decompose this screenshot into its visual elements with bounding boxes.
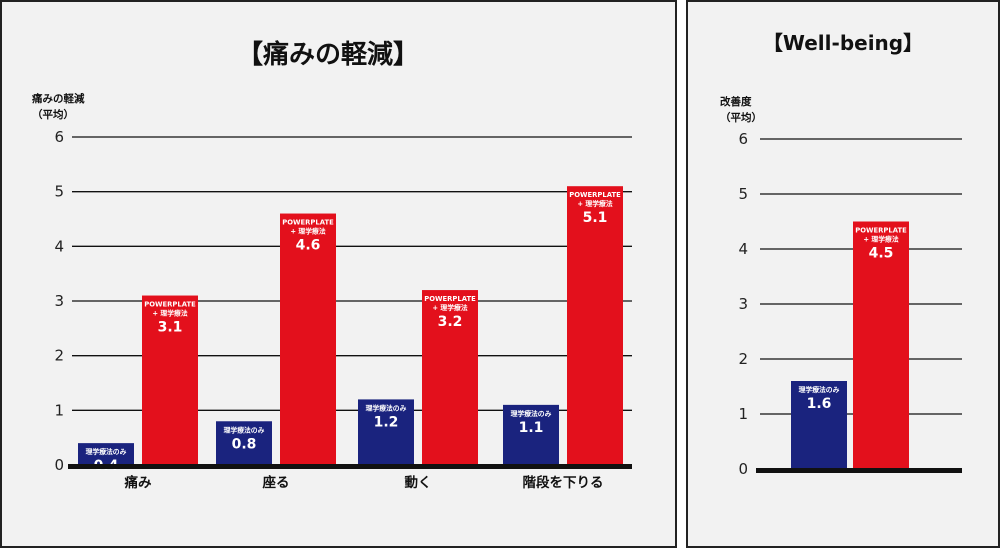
bar-powerplate-physio bbox=[422, 290, 478, 465]
pain-reduction-panel: 【痛みの軽減】痛みの軽減（平均）0123456理学療法のみ0.4POWERPLA… bbox=[0, 0, 677, 548]
bar-series-label: 理学療法のみ bbox=[511, 409, 552, 418]
y-axis-label: （平均） bbox=[720, 111, 762, 124]
bar-value-label: 3.1 bbox=[158, 320, 183, 336]
y-tick-label: 3 bbox=[738, 295, 748, 313]
bar-physio-only bbox=[78, 443, 134, 465]
bar-series-label: POWERPLATE bbox=[144, 301, 196, 309]
chart-title: 【Well-being】 bbox=[763, 31, 923, 55]
bar-physio-only bbox=[503, 404, 559, 465]
y-tick-label: 0 bbox=[738, 460, 748, 478]
x-axis-baseline bbox=[68, 464, 632, 469]
y-axis-label: 痛みの軽減 bbox=[31, 92, 85, 105]
y-tick-label: 2 bbox=[54, 347, 64, 365]
bar-series-label: 理学療法のみ bbox=[224, 425, 265, 434]
bar-physio-only bbox=[358, 399, 414, 465]
y-tick-label: 0 bbox=[54, 456, 64, 474]
bar-value-label: 4.6 bbox=[296, 238, 321, 254]
bar-value-label: 1.6 bbox=[807, 396, 832, 412]
bar-series-label: + 理学療法 bbox=[152, 309, 187, 318]
bar-physio-only bbox=[216, 421, 272, 465]
y-tick-label: 1 bbox=[54, 401, 64, 419]
y-axis-label: 改善度 bbox=[720, 95, 752, 108]
pain-reduction-chart: 【痛みの軽減】痛みの軽減（平均）0123456理学療法のみ0.4POWERPLA… bbox=[31, 39, 632, 491]
y-tick-label: 4 bbox=[738, 240, 748, 258]
x-category-label: 階段を下りる bbox=[523, 474, 604, 491]
chart-title: 【痛みの軽減】 bbox=[237, 39, 419, 70]
bar-series-label: + 理学療法 bbox=[577, 199, 612, 208]
wellbeing-panel: 【Well-being】改善度 （平均） 0 1 2 3 4 5 6 理学療法のみ 1.6 POWER… bbox=[686, 0, 1000, 548]
y-axis-label: （平均） bbox=[32, 108, 74, 121]
x-axis-baseline bbox=[756, 468, 962, 473]
y-tick-label: 6 bbox=[54, 128, 64, 146]
bar-series-label: + 理学療法 bbox=[432, 303, 467, 312]
y-tick-label: 2 bbox=[738, 350, 748, 368]
bar-series-label: + 理学療法 bbox=[290, 227, 325, 236]
bar-value-label: 1.2 bbox=[374, 414, 399, 430]
bar-series-label: POWERPLATE bbox=[282, 219, 334, 227]
bar-powerplate-physio bbox=[567, 186, 623, 465]
x-category-label: 座る bbox=[263, 474, 290, 491]
bar-series-label: 理学療法のみ bbox=[366, 403, 407, 412]
y-tick-label: 4 bbox=[54, 237, 64, 255]
bar-series-label: POWERPLATE bbox=[424, 295, 476, 303]
bar-physio-only bbox=[791, 381, 847, 469]
bar-value-label: 5.1 bbox=[583, 210, 608, 226]
y-tick-label: 5 bbox=[738, 185, 748, 203]
bar-series-label: 理学療法のみ bbox=[799, 385, 840, 394]
bar-value-label: 4.5 bbox=[869, 246, 894, 262]
bar-powerplate-physio bbox=[280, 213, 336, 465]
y-tick-label: 5 bbox=[54, 183, 64, 201]
y-tick-label: 3 bbox=[54, 292, 64, 310]
bar-value-label: 3.2 bbox=[438, 314, 463, 330]
x-category-label: 動く bbox=[405, 474, 432, 491]
bar-powerplate-physio bbox=[142, 295, 198, 465]
x-category-label: 痛み bbox=[124, 474, 152, 491]
bar-series-label: 理学療法のみ bbox=[86, 447, 127, 456]
bar-value-label: 1.1 bbox=[519, 420, 544, 436]
bar-series-label: + 理学療法 bbox=[863, 235, 898, 244]
y-tick-label: 6 bbox=[738, 130, 748, 148]
wellbeing-chart: 【Well-being】改善度 （平均） 0 1 2 3 4 5 6 理学療法のみ 1.6 POWER… bbox=[720, 31, 962, 478]
bar-value-label: 0.8 bbox=[232, 436, 257, 452]
bar-powerplate-physio bbox=[853, 221, 909, 469]
y-tick-label: 1 bbox=[738, 405, 748, 423]
bar-series-label: POWERPLATE bbox=[569, 191, 621, 199]
bar-series-label: POWERPLATE bbox=[855, 227, 907, 235]
